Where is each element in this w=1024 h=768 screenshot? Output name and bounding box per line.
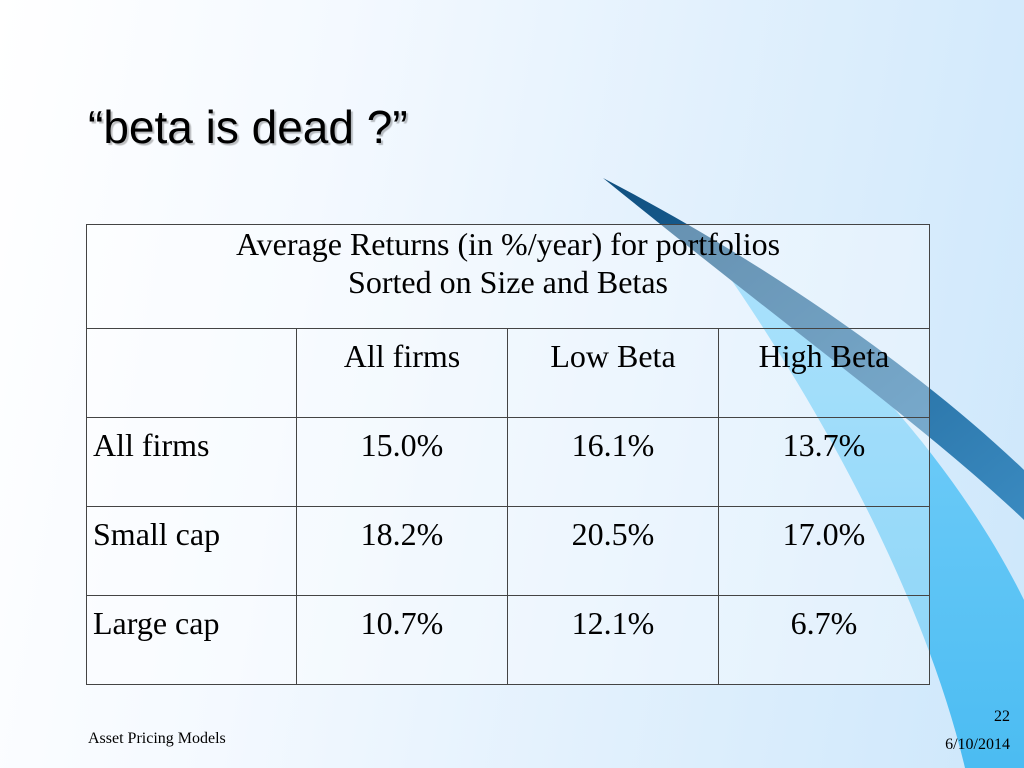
table-row: All firms 15.0% 16.1% 13.7% xyxy=(86,417,930,507)
table-cell: 10.7% xyxy=(296,595,508,685)
row-label: All firms xyxy=(86,417,297,507)
row-label: Small cap xyxy=(86,506,297,596)
returns-table: Average Returns (in %/year) for portfoli… xyxy=(86,224,930,685)
table-row: Large cap 10.7% 12.1% 6.7% xyxy=(86,595,930,685)
table-row: Small cap 18.2% 20.5% 17.0% xyxy=(86,506,930,596)
caption-line-2: Sorted on Size and Betas xyxy=(348,264,668,300)
row-label: Large cap xyxy=(86,595,297,685)
swoosh-light-band xyxy=(700,235,1024,768)
table-caption-row: Average Returns (in %/year) for portfoli… xyxy=(86,224,930,329)
header-cell-all-firms: All firms xyxy=(296,328,508,418)
footer-title: Asset Pricing Models xyxy=(88,730,226,747)
caption-line-1: Average Returns (in %/year) for portfoli… xyxy=(235,226,781,262)
table-cell: 17.0% xyxy=(718,506,930,596)
table-cell: 15.0% xyxy=(296,417,508,507)
slide-date: 6/10/2014 xyxy=(945,736,1010,753)
table-header-row: All firms Low Beta High Beta xyxy=(86,328,930,418)
header-cell-empty xyxy=(86,328,297,418)
table-cell: 20.5% xyxy=(507,506,719,596)
slide-title: “beta is dead ?” xyxy=(88,101,408,153)
table-cell: 12.1% xyxy=(507,595,719,685)
table-cell: 16.1% xyxy=(507,417,719,507)
table-cell: 6.7% xyxy=(718,595,930,685)
table-cell: 18.2% xyxy=(296,506,508,596)
table-caption: Average Returns (in %/year) for portfoli… xyxy=(86,224,930,329)
header-cell-low-beta: Low Beta xyxy=(507,328,719,418)
header-cell-high-beta: High Beta xyxy=(718,328,930,418)
page-number: 22 xyxy=(994,708,1010,725)
table-cell: 13.7% xyxy=(718,417,930,507)
